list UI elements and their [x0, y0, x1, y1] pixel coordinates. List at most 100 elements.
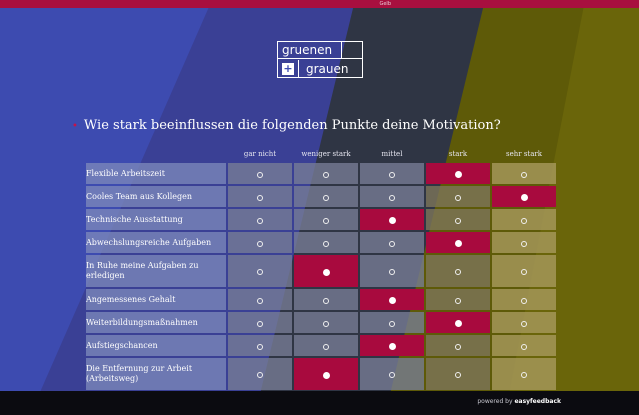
row-label: Aufstiegschancen: [86, 335, 226, 356]
radio-icon[interactable]: [389, 320, 395, 327]
radio-cell[interactable]: [492, 358, 556, 390]
radio-icon[interactable]: [257, 320, 263, 327]
column-header: sehr stark: [506, 150, 542, 158]
radio-icon[interactable]: [521, 320, 527, 327]
radio-cell[interactable]: [228, 255, 292, 287]
radio-icon[interactable]: [455, 269, 461, 275]
radio-cell[interactable]: [360, 358, 424, 390]
radio-cell[interactable]: [426, 163, 490, 184]
radio-icon[interactable]: [455, 194, 461, 201]
radio-cell[interactable]: [360, 289, 424, 310]
radio-cell[interactable]: [294, 358, 358, 390]
radio-selected-icon[interactable]: [322, 371, 330, 379]
radio-icon[interactable]: [257, 194, 263, 201]
radio-cell[interactable]: [360, 209, 424, 230]
radio-cell[interactable]: [294, 186, 358, 207]
radio-selected-icon[interactable]: [454, 240, 462, 247]
radio-icon[interactable]: [257, 240, 263, 247]
radio-icon[interactable]: [455, 217, 461, 224]
radio-cell[interactable]: [228, 163, 292, 184]
radio-icon[interactable]: [323, 297, 329, 304]
radio-icon[interactable]: [389, 171, 395, 178]
radio-cell[interactable]: [426, 358, 490, 390]
radio-cell[interactable]: [228, 289, 292, 310]
radio-icon[interactable]: [521, 343, 527, 350]
radio-cell[interactable]: [294, 289, 358, 310]
radio-selected-icon[interactable]: [388, 343, 396, 350]
radio-icon[interactable]: [521, 171, 527, 178]
radio-selected-icon[interactable]: [454, 171, 462, 178]
radio-cell[interactable]: [492, 289, 556, 310]
radio-icon[interactable]: [323, 217, 329, 224]
question-text: Wie stark beeinflussen die folgenden Pun…: [83, 118, 501, 133]
radio-selected-icon[interactable]: [388, 297, 396, 304]
radio-cell[interactable]: [426, 232, 490, 253]
radio-icon[interactable]: [323, 240, 329, 247]
radio-selected-icon[interactable]: [388, 217, 396, 224]
radio-cell[interactable]: [492, 335, 556, 356]
radio-selected-icon[interactable]: [454, 320, 462, 327]
radio-cell[interactable]: [360, 186, 424, 207]
radio-cell[interactable]: [492, 255, 556, 287]
radio-icon[interactable]: [323, 171, 329, 178]
radio-icon[interactable]: [521, 297, 527, 304]
radio-icon[interactable]: [521, 217, 527, 224]
radio-icon[interactable]: [257, 372, 263, 378]
radio-icon[interactable]: [257, 171, 263, 178]
radio-cell[interactable]: [492, 163, 556, 184]
radio-icon[interactable]: [521, 269, 527, 275]
radio-selected-icon[interactable]: [520, 194, 528, 201]
radio-selected-icon[interactable]: [322, 268, 330, 276]
footer: powered by easyfeedback: [0, 391, 639, 415]
row-label: Technische Ausstattung: [86, 209, 226, 230]
radio-cell[interactable]: [294, 312, 358, 333]
radio-cell[interactable]: [294, 209, 358, 230]
required-marker: •: [72, 121, 78, 132]
radio-icon[interactable]: [521, 372, 527, 378]
radio-cell[interactable]: [294, 255, 358, 287]
row-label: Cooles Team aus Kollegen: [86, 186, 226, 207]
radio-cell[interactable]: [426, 289, 490, 310]
radio-icon[interactable]: [257, 269, 263, 275]
radio-icon[interactable]: [389, 372, 395, 378]
radio-cell[interactable]: [228, 358, 292, 390]
radio-icon[interactable]: [455, 343, 461, 350]
radio-cell[interactable]: [294, 335, 358, 356]
easyfeedback-link[interactable]: easyfeedback: [514, 398, 561, 405]
radio-icon[interactable]: [257, 297, 263, 304]
radio-cell[interactable]: [228, 312, 292, 333]
radio-cell[interactable]: [492, 186, 556, 207]
radio-cell[interactable]: [492, 312, 556, 333]
radio-icon[interactable]: [323, 343, 329, 350]
radio-cell[interactable]: [294, 163, 358, 184]
radio-icon[interactable]: [389, 240, 395, 247]
radio-cell[interactable]: [492, 209, 556, 230]
radio-cell[interactable]: [228, 232, 292, 253]
radio-cell[interactable]: [426, 186, 490, 207]
radio-cell[interactable]: [294, 232, 358, 253]
radio-cell[interactable]: [360, 163, 424, 184]
radio-cell[interactable]: [426, 335, 490, 356]
radio-icon[interactable]: [521, 240, 527, 247]
question-title: • Wie stark beeinflussen die folgenden Pu…: [72, 117, 501, 136]
radio-cell[interactable]: [426, 255, 490, 287]
radio-cell[interactable]: [426, 312, 490, 333]
radio-icon[interactable]: [257, 343, 263, 350]
radio-icon[interactable]: [455, 372, 461, 378]
radio-cell[interactable]: [426, 209, 490, 230]
radio-icon[interactable]: [323, 320, 329, 327]
radio-cell[interactable]: [228, 209, 292, 230]
radio-cell[interactable]: [228, 186, 292, 207]
radio-cell[interactable]: [360, 335, 424, 356]
radio-icon[interactable]: [257, 217, 263, 224]
radio-cell[interactable]: [360, 312, 424, 333]
radio-icon[interactable]: [389, 269, 395, 275]
radio-cell[interactable]: [360, 255, 424, 287]
radio-cell[interactable]: [360, 232, 424, 253]
radio-icon[interactable]: [389, 194, 395, 201]
radio-cell[interactable]: [228, 335, 292, 356]
radio-icon[interactable]: [455, 297, 461, 304]
radio-cell[interactable]: [492, 232, 556, 253]
radio-icon[interactable]: [323, 194, 329, 201]
